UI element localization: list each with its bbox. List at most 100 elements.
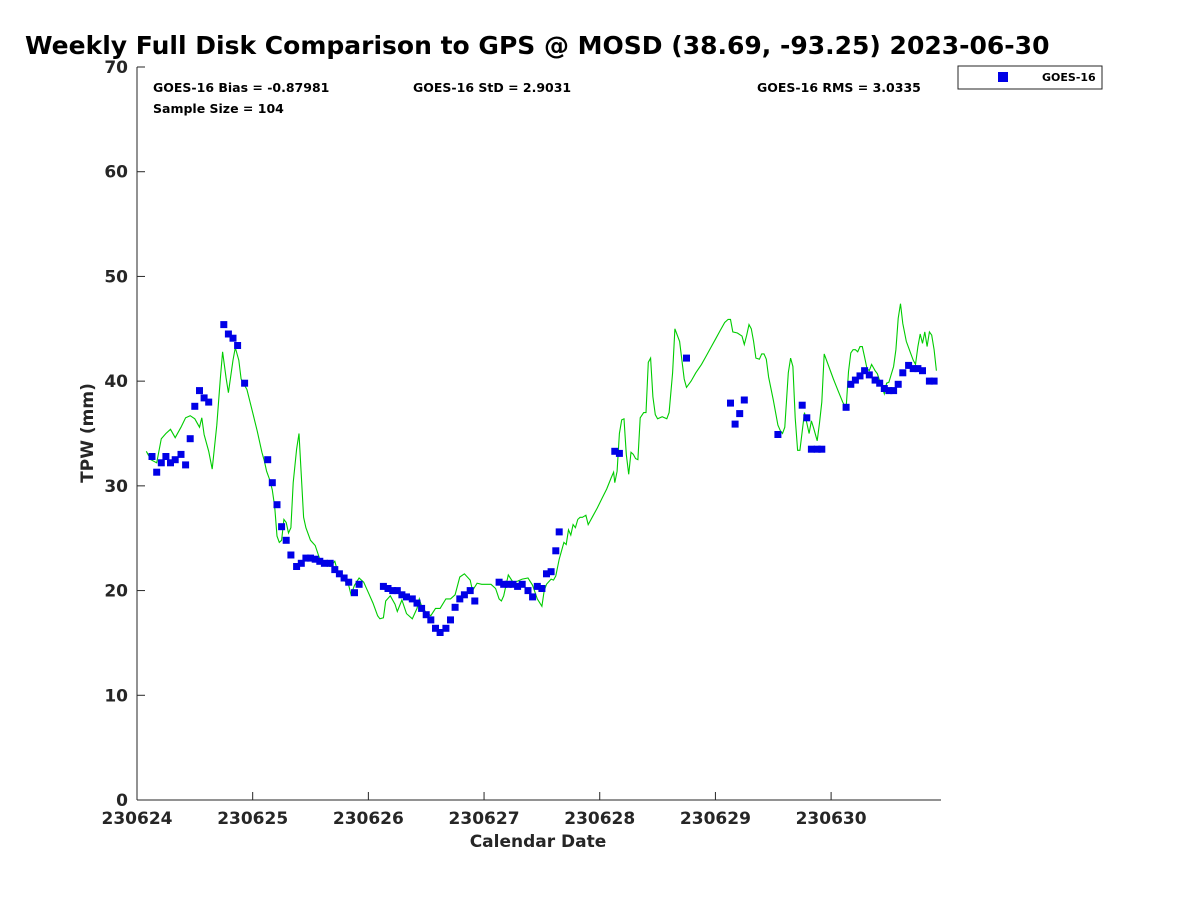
goes16-point xyxy=(331,566,339,574)
goes16-point xyxy=(509,580,517,588)
y-tick-label: 0 xyxy=(116,791,128,811)
goes16-point xyxy=(264,456,272,464)
goes16-point xyxy=(278,523,286,531)
goes16-point xyxy=(533,582,541,590)
x-tick-label: 230629 xyxy=(680,809,751,829)
goes16-point xyxy=(297,559,305,567)
x-tick-label: 230627 xyxy=(449,809,520,829)
x-ticks: 230624 230625 230626 230627 230628 230629 2306… xyxy=(102,792,867,829)
goes16-point xyxy=(320,559,328,567)
goes16-point xyxy=(307,554,314,562)
goes16-point xyxy=(930,377,938,385)
goes16-point xyxy=(282,536,290,544)
goes16-point xyxy=(234,342,242,349)
goes16-point xyxy=(427,616,435,624)
goes16-point xyxy=(157,459,165,467)
goes16-point xyxy=(229,334,237,342)
goes16-point xyxy=(909,365,917,373)
stat-sample-size: Sample Size = 104 xyxy=(153,101,284,116)
goes16-point xyxy=(466,587,474,595)
goes16-point xyxy=(196,387,203,395)
y-tick-label: 30 xyxy=(104,477,128,497)
goes16-point xyxy=(393,587,401,595)
y-tick-label: 40 xyxy=(104,372,128,392)
goes16-point xyxy=(495,578,503,586)
goes16-point xyxy=(432,624,439,632)
goes16-point xyxy=(471,597,479,605)
goes16-point xyxy=(880,385,888,392)
goes16-point xyxy=(451,603,459,611)
goes16-point xyxy=(847,380,855,388)
goes16-point xyxy=(302,554,310,562)
legend-marker-goes16 xyxy=(998,72,1008,82)
goes16-point xyxy=(871,376,879,384)
goes16-point xyxy=(182,461,190,469)
goes16-point xyxy=(899,369,907,377)
goes16-point xyxy=(418,604,426,612)
goes16-point xyxy=(398,591,406,599)
goes16-point xyxy=(413,599,421,607)
goes16-point xyxy=(876,379,884,387)
goes16-point xyxy=(803,414,811,422)
goes16-point xyxy=(615,449,623,457)
goes16-point xyxy=(504,580,512,588)
goes16-point xyxy=(220,321,228,329)
goes16-point xyxy=(340,574,348,582)
stat-std: GOES-16 StD = 2.9031 xyxy=(413,80,571,95)
goes16-point xyxy=(683,354,690,362)
x-tick-label: 230630 xyxy=(796,809,867,829)
goes16-point xyxy=(177,450,185,458)
goes16-point xyxy=(919,367,926,375)
goes16-point xyxy=(543,570,550,578)
legend: GOES-16 xyxy=(957,65,1103,90)
goes16-point xyxy=(456,595,464,603)
x-tick-label: 230626 xyxy=(333,809,404,829)
goes16-point xyxy=(555,528,563,536)
goes16-point xyxy=(241,379,249,387)
goes16-point xyxy=(447,616,454,624)
goes16-point xyxy=(813,445,821,453)
goes16-point xyxy=(731,420,739,428)
goes16-point xyxy=(316,557,324,565)
goes16-point xyxy=(807,445,815,453)
y-tick-label: 60 xyxy=(104,163,128,183)
goes16-point xyxy=(818,445,826,453)
goes16-point xyxy=(162,453,170,460)
goes16-point xyxy=(518,580,526,588)
goes16-point xyxy=(865,371,873,379)
goes16-point xyxy=(914,365,922,373)
legend-box xyxy=(957,65,1103,90)
x-tick-label: 230624 xyxy=(102,809,173,829)
goes16-point xyxy=(538,585,546,592)
gps-series-line xyxy=(145,303,937,620)
goes16-point xyxy=(186,435,194,443)
goes16-point xyxy=(326,559,334,567)
y-tick-label: 70 xyxy=(104,58,128,78)
goes16-point xyxy=(403,593,410,601)
x-tick-label: 230625 xyxy=(217,809,288,829)
goes16-point xyxy=(389,587,397,595)
goes16-point xyxy=(379,582,387,590)
goes16-point xyxy=(205,398,213,406)
goes16-point xyxy=(355,580,363,588)
goes16-point xyxy=(798,401,806,409)
goes16-point xyxy=(287,551,295,559)
goes16-point xyxy=(436,629,444,636)
goes16-point xyxy=(524,587,532,595)
legend-label-goes16: GOES-16 xyxy=(1042,71,1096,84)
goes16-point xyxy=(345,578,353,586)
goes16-point xyxy=(191,402,199,410)
y-tick-label: 20 xyxy=(104,582,128,602)
goes16-point xyxy=(851,376,859,384)
goes16-point xyxy=(268,479,276,487)
goes16-point xyxy=(740,396,748,404)
goes16-point xyxy=(442,624,450,632)
goes16-point xyxy=(273,501,281,509)
goes16-point xyxy=(856,372,864,380)
goes16-point xyxy=(611,447,619,455)
goes16-point xyxy=(774,431,782,438)
goes16-point xyxy=(500,580,508,588)
goes16-point xyxy=(153,468,161,476)
goes16-point xyxy=(384,585,392,592)
